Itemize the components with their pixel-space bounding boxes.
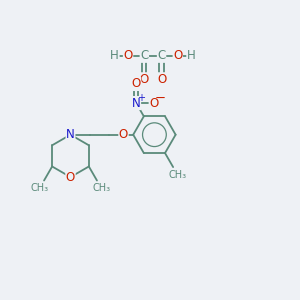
Text: O: O bbox=[140, 73, 149, 86]
Text: O: O bbox=[173, 49, 182, 62]
Text: N: N bbox=[66, 128, 75, 141]
Text: C: C bbox=[140, 49, 148, 62]
Text: −: − bbox=[155, 92, 166, 105]
Text: O: O bbox=[131, 77, 141, 90]
Text: O: O bbox=[66, 171, 75, 184]
Text: H: H bbox=[187, 49, 196, 62]
Text: O: O bbox=[119, 128, 128, 141]
Text: N: N bbox=[132, 97, 140, 110]
Text: H: H bbox=[110, 49, 119, 62]
Text: CH₃: CH₃ bbox=[92, 183, 110, 193]
Text: CH₃: CH₃ bbox=[169, 170, 187, 180]
Text: O: O bbox=[123, 49, 133, 62]
Text: O: O bbox=[149, 97, 158, 110]
Text: O: O bbox=[157, 73, 166, 86]
Text: CH₃: CH₃ bbox=[31, 183, 49, 193]
Text: +: + bbox=[137, 93, 145, 103]
Text: C: C bbox=[158, 49, 166, 62]
